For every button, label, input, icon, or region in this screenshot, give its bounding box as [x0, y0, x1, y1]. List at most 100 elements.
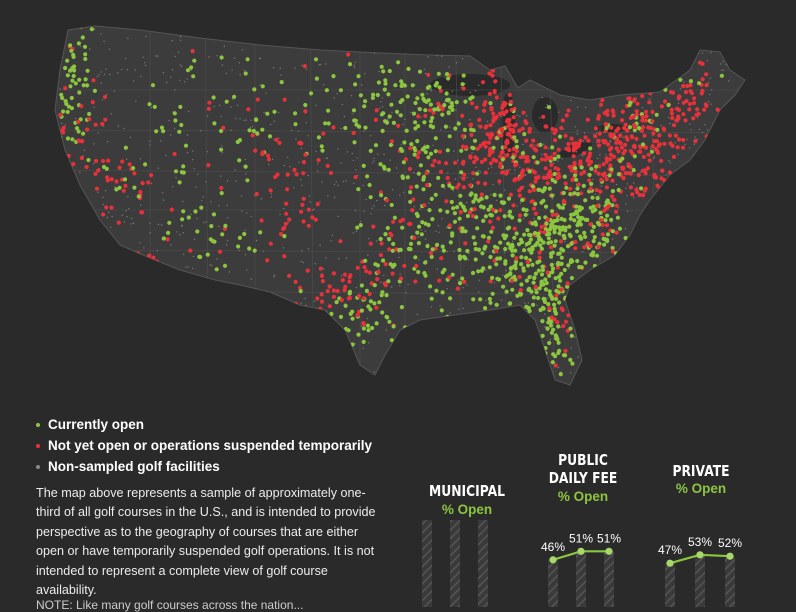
nonsampled-dot: [407, 283, 409, 286]
closed-course-dot: [422, 203, 427, 208]
nonsampled-dot: [623, 263, 625, 265]
closed-course-dot: [508, 192, 513, 197]
nonsampled-dot: [627, 248, 629, 250]
open-course-dot: [417, 69, 423, 74]
open-course-dot: [473, 257, 478, 262]
nonsampled-dot: [512, 359, 514, 362]
open-course-dot: [615, 215, 621, 220]
nonsampled-dot: [251, 126, 254, 128]
open-course-dot: [122, 177, 128, 182]
open-course-dot: [418, 163, 423, 168]
open-course-dot: [324, 88, 329, 93]
open-course-dot: [637, 238, 642, 243]
open-course-dot: [563, 225, 568, 230]
closed-course-dot: [315, 202, 320, 207]
open-course-dot: [214, 267, 219, 272]
nonsampled-dot: [260, 198, 263, 200]
closed-course-dot: [460, 113, 465, 118]
closed-course-dot: [444, 199, 449, 204]
nonsampled-dot: [510, 313, 513, 315]
closed-course-dot: [319, 292, 324, 297]
closed-course-dot: [582, 245, 587, 250]
open-course-dot: [598, 210, 603, 215]
nonsampled-dot: [438, 231, 440, 233]
closed-course-dot: [463, 241, 468, 246]
nonsampled-dot: [553, 263, 556, 265]
open-course-dot: [365, 174, 370, 179]
nonsampled-dot: [588, 283, 590, 285]
public-title-line-2: DAILY FEE: [548, 469, 618, 487]
nonsampled-dot: [283, 27, 286, 29]
open-course-dot: [631, 168, 636, 173]
nonsampled-dot: [213, 307, 215, 309]
nonsampled-dot: [170, 244, 172, 246]
nonsampled-dot: [722, 69, 725, 72]
nonsampled-dot: [70, 206, 72, 209]
open-course-dot: [143, 259, 148, 264]
nonsampled-dot: [221, 152, 223, 154]
open-course-dot: [562, 174, 567, 179]
nonsampled-dot: [585, 28, 588, 31]
open-course-dot: [605, 213, 610, 218]
closed-course-dot: [331, 271, 336, 276]
nonsampled-dot: [466, 201, 468, 204]
closed-course-dot: [436, 101, 441, 106]
nonsampled-dot: [715, 141, 718, 143]
nonsampled-dot: [696, 184, 699, 186]
closed-course-dot: [492, 88, 497, 93]
open-course-dot: [527, 275, 532, 280]
nonsampled-dot: [79, 312, 81, 314]
open-course-dot: [490, 291, 495, 296]
nonsampled-dot: [250, 119, 252, 122]
nonsampled-dot: [179, 234, 181, 236]
open-course-dot: [361, 163, 366, 168]
nonsampled-dot: [728, 327, 731, 329]
nonsampled-dot: [679, 87, 681, 90]
nonsampled-dot: [235, 180, 237, 182]
closed-course-dot: [120, 159, 125, 164]
nonsampled-dot: [280, 74, 282, 76]
closed-course-dot: [125, 261, 130, 266]
closed-course-dot: [543, 152, 548, 157]
nonsampled-dot: [609, 141, 611, 143]
open-course-dot: [396, 60, 401, 65]
closed-course-dot: [566, 108, 571, 113]
nonsampled-dot: [703, 340, 706, 343]
open-course-dot: [65, 109, 70, 114]
open-course-dot: [553, 296, 559, 301]
open-course-dot: [627, 238, 632, 243]
nonsampled-dot: [519, 379, 521, 381]
open-course-dot: [433, 192, 438, 197]
closed-course-dot: [533, 211, 539, 216]
nonsampled-dot: [170, 268, 172, 270]
nonsampled-dot: [142, 337, 144, 340]
open-course-dot: [402, 83, 407, 88]
open-course-dot: [530, 245, 535, 250]
closed-course-dot: [498, 164, 503, 169]
nonsampled-dot: [449, 312, 451, 314]
nonsampled-dot: [726, 386, 727, 387]
nonsampled-dot: [249, 126, 252, 129]
open-course-dot: [423, 260, 428, 265]
nonsampled-dot: [740, 64, 743, 66]
closed-course-dot: [669, 191, 674, 196]
nonsampled-dot: [479, 347, 481, 349]
nonsampled-dot: [443, 345, 445, 347]
nonsampled-dot: [624, 66, 627, 68]
open-course-dot: [543, 287, 549, 292]
closed-course-dot: [148, 268, 153, 273]
nonsampled-dot: [106, 141, 109, 143]
open-course-dot: [510, 253, 515, 258]
open-course-dot: [531, 302, 536, 307]
open-course-dot: [405, 175, 410, 180]
closed-course-dot: [389, 139, 395, 144]
public-daily-fee-title: PUBLIC DAILY FEE: [542, 451, 624, 487]
nonsampled-dot: [703, 312, 706, 314]
closed-course-dot: [437, 149, 443, 154]
nonsampled-dot: [373, 160, 375, 162]
open-course-dot: [378, 162, 383, 167]
open-course-dot: [565, 284, 570, 289]
closed-course-dot: [614, 140, 619, 145]
open-course-dot: [423, 221, 428, 226]
open-course-dot: [474, 215, 479, 220]
